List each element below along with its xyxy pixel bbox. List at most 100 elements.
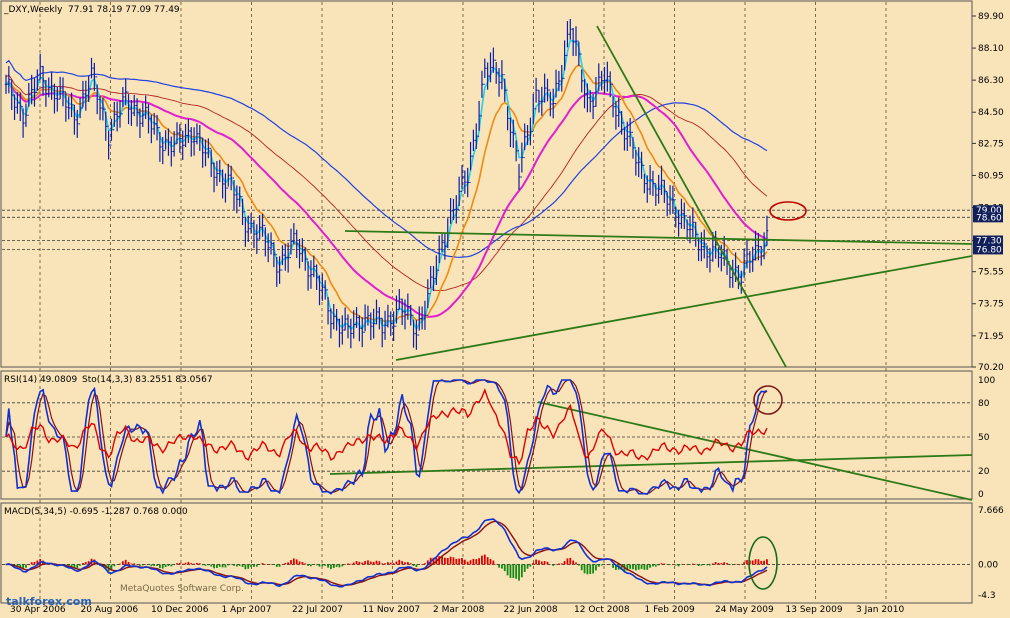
macd-hist-bar	[472, 558, 475, 565]
macd-hist-bar	[398, 559, 401, 565]
macd-hist-bar	[389, 562, 392, 565]
macd-hist-bar	[731, 564, 734, 566]
macd-hist-bar	[703, 564, 706, 565]
macd-hist-bar	[241, 564, 244, 568]
macd-hist-bar	[646, 564, 649, 570]
macd-hist-bar	[518, 564, 520, 581]
price-panel-frame	[0, 0, 973, 368]
macd-hist-bar	[509, 564, 512, 578]
x-label-8: 12 Oct 2008	[574, 605, 630, 615]
macd-hist-bar	[757, 559, 760, 565]
x-label-10: 24 May 2009	[715, 605, 774, 615]
macd-hist-bar	[310, 564, 312, 567]
macd-hist-bar	[355, 561, 358, 565]
macd-hist-bar	[637, 564, 640, 570]
macd-hist-bar	[401, 561, 404, 565]
ma-blue-line	[5, 59, 768, 258]
macd-tick-label-1: 0.00	[978, 560, 998, 570]
macd-hist-bar	[204, 564, 207, 566]
macd-hist-bar	[369, 561, 372, 565]
macd-hist-bar	[173, 564, 176, 566]
macd-hist-bar	[264, 564, 267, 565]
macd-hist-bar	[566, 558, 569, 565]
macd-hist-bar	[5, 564, 7, 565]
macd-hist-bar	[495, 564, 498, 565]
macd-hist-bar	[258, 564, 261, 565]
rsi-trendline-up	[329, 454, 973, 475]
macd-hist-bar	[278, 564, 281, 567]
price-tick-label-5: 80.95	[978, 171, 1004, 181]
macd-hist-bar	[426, 560, 429, 565]
macd-hist-bar	[666, 564, 669, 565]
x-label-5: 11 Nov 2007	[363, 605, 421, 615]
macd-hist-bar	[404, 562, 406, 565]
macd-hist-bar	[127, 561, 130, 565]
macd-hist-bar	[461, 557, 463, 565]
macd-hist-bar	[492, 560, 495, 565]
macd-hist-bar	[754, 559, 757, 565]
macd-hist-bar	[672, 563, 674, 565]
macd-hist-bar	[709, 564, 711, 566]
macd-hist-bar	[295, 559, 298, 565]
macd-hist-bar	[133, 563, 136, 565]
macd-tick-label-2: -4.3	[978, 591, 996, 601]
macd-hist-bar	[606, 564, 609, 565]
macd-hist-bar	[387, 562, 389, 565]
macd-hist-bar	[144, 564, 147, 565]
macd-hist-bar	[113, 564, 116, 567]
x-label-0: 30 Apr 2006	[10, 605, 66, 615]
macd-hist-bar	[312, 564, 315, 565]
macd-hist-bar	[130, 563, 133, 565]
macd-hist-bar	[281, 564, 284, 565]
macd-hist-bar	[683, 564, 686, 565]
trendlines	[329, 25, 973, 501]
macd-hist-bar	[392, 563, 395, 565]
trendline-horizontal	[344, 230, 973, 245]
macd-hist-bar	[70, 564, 73, 567]
price-tick-label-10: 71.95	[978, 332, 1004, 342]
macd-hist-bar	[372, 561, 375, 565]
macd-hist-bar	[141, 564, 144, 566]
macd-hist-bar	[161, 564, 164, 569]
macd-hist-bar	[82, 562, 84, 565]
x-label-4: 22 Jul 2007	[292, 605, 343, 615]
macd-hist-bar	[93, 559, 96, 565]
macd-hist-bar	[184, 562, 187, 565]
price-tick-label-8: 75.55	[978, 268, 1004, 278]
macd-hist-bar	[734, 563, 737, 565]
macd-hist-bar	[415, 564, 418, 568]
macd-hist-bar	[652, 564, 654, 567]
macd-hist-bar	[233, 564, 235, 566]
macd-hist-bar	[224, 564, 227, 568]
macd-hist-bar	[669, 564, 671, 565]
macd-hist-bar	[170, 564, 173, 567]
macd-hist-bar	[432, 557, 435, 565]
macd-hist-bar	[181, 563, 184, 565]
macd-hist-bar	[352, 562, 355, 565]
price-tick-label-0: 89.90	[978, 12, 1004, 22]
rsi-tick-label-1: 80	[978, 399, 990, 409]
macd-hist-bar	[84, 562, 87, 565]
macd-hist-bar	[76, 564, 79, 569]
macd-hist-bar	[406, 562, 409, 565]
rsi-tick-label-4: 0	[978, 490, 984, 500]
macd-hist-bar	[335, 564, 338, 567]
macd-hist-bar	[244, 564, 247, 570]
macd-hist-bar	[740, 564, 743, 565]
macd-hist-bar	[250, 564, 252, 568]
macd-hist-bar	[763, 560, 765, 565]
macd-hist-bar	[119, 563, 121, 565]
macd-hist-bar	[361, 562, 364, 565]
macd-hist-bar	[221, 564, 224, 568]
macd-hist-bar	[378, 561, 381, 565]
macd-hist-bar	[227, 564, 230, 566]
stoch-line	[5, 379, 768, 495]
macd-hist-bar	[689, 564, 691, 565]
macd-hist-bar	[190, 563, 193, 565]
rsi-tick-label-0: 100	[978, 376, 995, 386]
trendline-resistance	[596, 25, 787, 368]
macd-label: MACD(5,34,5) -0.695 -1.287 0.768 0.000	[4, 507, 188, 517]
macd-hist-bar	[19, 564, 22, 568]
macd-hist-bar	[298, 561, 301, 565]
x-label-6: 2 Mar 2008	[433, 605, 485, 615]
